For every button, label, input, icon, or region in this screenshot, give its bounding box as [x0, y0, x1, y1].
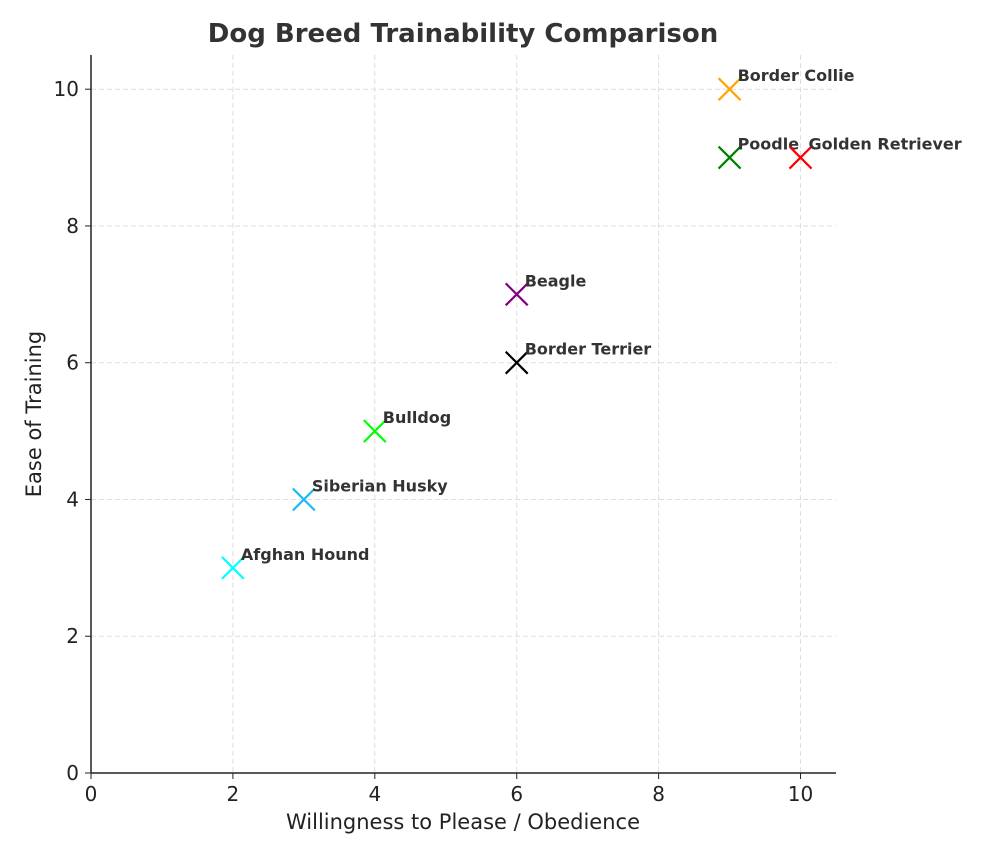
data-point: Afghan Hound: [221, 545, 370, 580]
x-tick-label: 4: [368, 782, 381, 806]
point-label: Siberian Husky: [312, 476, 448, 495]
data-point: Beagle: [504, 271, 587, 307]
axes: 0 2 4 6 8 10 0 2 4 6 8 10: [54, 55, 836, 806]
point-label: Afghan Hound: [241, 545, 370, 564]
point-label: Bulldog: [383, 408, 451, 427]
y-tick-label: 4: [66, 487, 79, 511]
data-point: Poodle: [717, 135, 800, 170]
y-tick-label: 6: [66, 351, 79, 375]
x-tick-label: 0: [85, 782, 98, 806]
y-axis-label: Ease of Training: [22, 331, 46, 497]
point-label: Golden Retriever: [809, 135, 962, 154]
y-tick-label: 10: [54, 77, 79, 101]
data-points: Border Collie Poodle Golden Retriever Beagl…: [221, 66, 962, 580]
x-marker: [788, 145, 813, 170]
x-marker: [363, 419, 387, 443]
x-marker: [717, 77, 742, 101]
x-marker: [292, 487, 316, 512]
x-tick-label: 10: [788, 782, 813, 806]
point-label: Border Terrier: [525, 340, 652, 359]
x-marker: [717, 145, 742, 170]
y-tick-label: 0: [66, 761, 79, 785]
data-point: Bulldog: [363, 408, 451, 443]
y-tick-label: 8: [66, 214, 79, 238]
point-label: Poodle: [738, 135, 800, 154]
x-marker: [221, 556, 245, 580]
x-marker: [504, 282, 529, 307]
y-tick-label: 2: [66, 624, 79, 648]
x-tick-label: 8: [652, 782, 665, 806]
data-point: Border Terrier: [504, 340, 652, 375]
grid: [91, 55, 836, 773]
data-point: Golden Retriever: [788, 135, 962, 170]
x-tick-label: 2: [227, 782, 240, 806]
x-marker: [504, 350, 529, 375]
x-axis-label: Willingness to Please / Obedience: [286, 810, 640, 834]
chart-title: Dog Breed Trainability Comparison: [208, 19, 718, 49]
point-label: Border Collie: [738, 66, 855, 85]
data-point: Border Collie: [717, 66, 855, 101]
point-label: Beagle: [525, 271, 587, 290]
x-tick-label: 6: [510, 782, 523, 806]
data-point: Siberian Husky: [292, 476, 448, 512]
